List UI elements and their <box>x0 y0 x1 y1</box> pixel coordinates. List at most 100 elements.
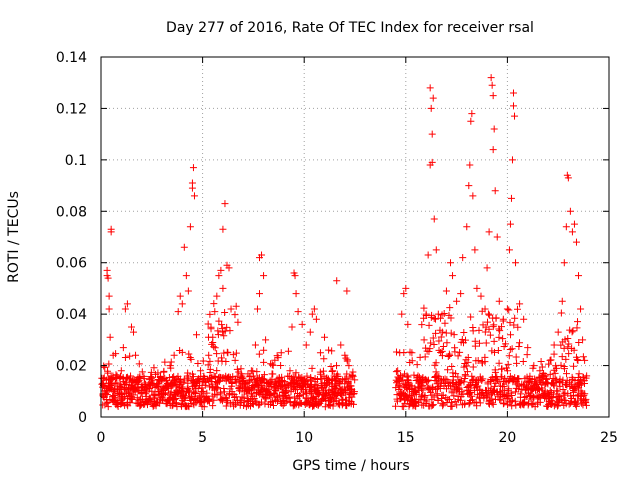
background-point <box>582 401 590 409</box>
background-point <box>413 361 421 369</box>
data-point <box>394 367 402 375</box>
background-point <box>546 387 554 395</box>
background-point <box>504 401 512 409</box>
background-point <box>557 309 565 317</box>
background-point <box>523 351 531 359</box>
background-point <box>496 327 504 335</box>
background-point <box>450 392 458 400</box>
background-point <box>213 367 221 375</box>
background-point <box>198 392 206 400</box>
background-point <box>488 373 496 381</box>
background-point <box>512 353 520 361</box>
background-point <box>471 337 479 345</box>
background-point <box>398 388 406 396</box>
background-point <box>497 365 505 373</box>
background-point <box>497 396 505 404</box>
background-point <box>168 402 176 410</box>
data-point <box>428 130 436 138</box>
data-point <box>459 254 467 262</box>
background-point <box>421 393 429 401</box>
background-point <box>303 372 311 380</box>
background-point <box>432 315 440 323</box>
background-point <box>406 348 414 356</box>
background-point <box>411 402 419 410</box>
background-point <box>446 352 454 360</box>
data-point <box>550 341 558 349</box>
data-point <box>546 356 554 364</box>
data-point <box>184 287 192 295</box>
data-point <box>109 351 117 359</box>
background-point <box>435 372 443 380</box>
data-point <box>262 336 270 344</box>
background-point <box>551 369 559 377</box>
background-point <box>343 357 351 365</box>
data-point <box>463 223 471 231</box>
background-point <box>467 389 475 397</box>
background-point <box>459 390 467 398</box>
background-point <box>554 387 562 395</box>
background-point <box>209 402 217 410</box>
background-point <box>326 401 334 409</box>
data-point <box>291 272 299 280</box>
data-point <box>469 192 477 200</box>
background-point <box>567 380 575 388</box>
background-point <box>192 390 200 398</box>
background-point <box>483 391 491 399</box>
background-point <box>561 389 569 397</box>
data-point <box>508 156 516 164</box>
data-point <box>489 146 497 154</box>
background-point <box>560 362 568 370</box>
data-point <box>491 187 499 195</box>
background-point <box>138 383 146 391</box>
background-point <box>308 381 316 389</box>
background-point <box>557 341 565 349</box>
data-point <box>536 367 544 375</box>
data-point <box>506 220 514 228</box>
background-point <box>101 363 109 371</box>
background-point <box>550 382 558 390</box>
background-point <box>221 308 229 316</box>
y-tick-label: 0.06 <box>56 256 87 272</box>
data-point <box>560 259 568 267</box>
data-point <box>117 367 125 375</box>
background-point <box>253 368 261 376</box>
background-point <box>439 400 447 408</box>
background-point <box>232 379 240 387</box>
background-point <box>429 401 437 409</box>
background-point <box>210 343 218 351</box>
background-point <box>564 335 572 343</box>
background-point <box>475 326 483 334</box>
background-point <box>393 348 401 356</box>
background-point <box>148 376 156 384</box>
y-tick-label: 0.02 <box>56 359 87 375</box>
background-point <box>350 400 358 408</box>
background-point <box>281 399 289 407</box>
data-point <box>400 290 408 298</box>
data-point <box>316 349 324 357</box>
background-point <box>220 385 228 393</box>
data-point <box>101 382 109 390</box>
background-point <box>284 347 292 355</box>
background-point <box>427 313 435 321</box>
background-point <box>451 348 459 356</box>
data-point <box>255 290 263 298</box>
background-point <box>436 384 444 392</box>
background-point <box>321 403 329 411</box>
background-point <box>560 344 568 352</box>
background-point <box>456 348 464 356</box>
background-point <box>537 358 545 366</box>
data-point <box>294 308 302 316</box>
background-point <box>488 399 496 407</box>
background-point <box>572 401 580 409</box>
background-point <box>257 398 265 406</box>
data-point <box>197 367 205 375</box>
data-point <box>189 164 197 172</box>
background-point <box>581 390 589 398</box>
background-point <box>223 398 231 406</box>
background-point <box>150 364 158 372</box>
data-point <box>583 372 591 380</box>
data-point <box>562 223 570 231</box>
data-point <box>119 344 127 352</box>
background-point <box>432 368 440 376</box>
data-point <box>488 81 496 89</box>
